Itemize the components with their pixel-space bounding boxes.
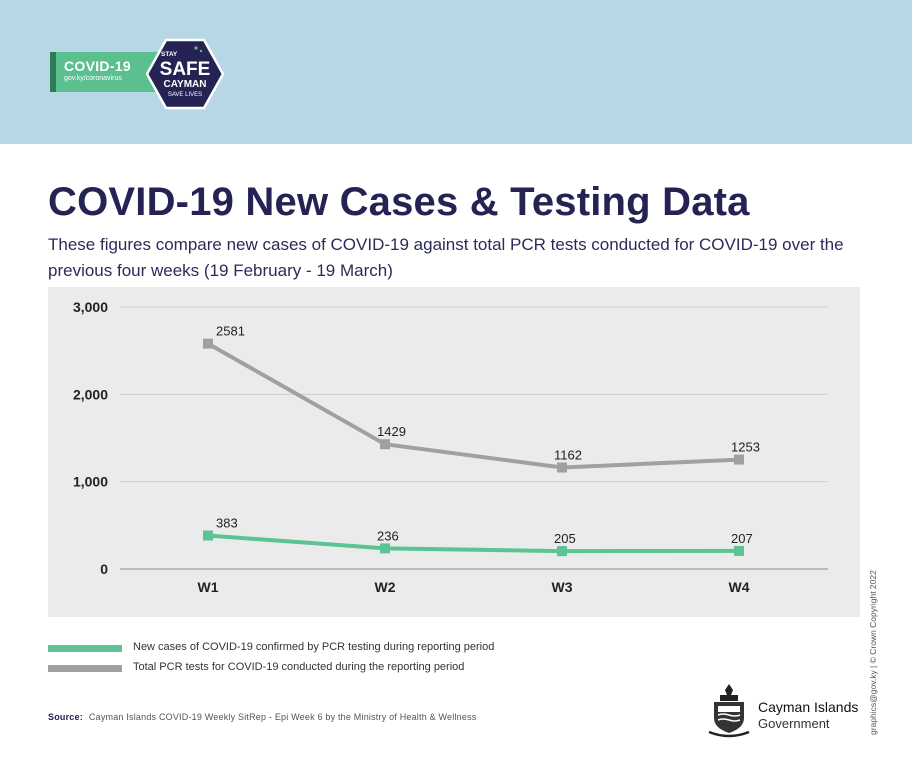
cayman-crest-icon — [708, 684, 750, 738]
source-label: Source: — [48, 712, 83, 722]
data-label-new-cases: 236 — [377, 528, 399, 543]
source-text: Cayman Islands COVID-19 Weekly SitRep - … — [88, 712, 477, 722]
badge-url: gov.ky/coronavirus — [64, 75, 122, 82]
x-tick-label: W3 — [552, 579, 573, 595]
data-point-pcr-tests — [734, 454, 744, 465]
series-line-new-cases — [207, 533, 740, 554]
data-point-pcr-tests — [380, 439, 390, 450]
data-label-new-cases: 205 — [554, 531, 576, 546]
data-point-pcr-tests — [557, 462, 567, 473]
source-note: Source: Cayman Islands COVID-19 Weekly Si… — [48, 712, 476, 722]
stay-safe-cayman-logo: STAY SAFE CAYMAN SAVE LIVES — [146, 38, 224, 110]
data-label-new-cases: 383 — [216, 516, 238, 531]
data-point-new-cases — [203, 530, 213, 541]
legend-swatch-pcr-tests — [48, 665, 122, 672]
data-label-pcr-tests: 1253 — [731, 440, 760, 455]
y-tick-label: 0 — [100, 561, 108, 577]
data-label-pcr-tests: 1162 — [554, 448, 582, 463]
page-subtitle: These figures compare new cases of COVID… — [48, 235, 844, 280]
government-sub: Government — [758, 716, 830, 731]
logo-save-lives: SAVE LIVES — [168, 92, 202, 98]
series-line-pcr-tests — [207, 341, 740, 470]
legend-label-pcr-tests: Total PCR tests for COVID-19 conducted d… — [133, 661, 465, 673]
government-name: Cayman Islands — [758, 699, 859, 715]
badge-title: COVID-19 — [64, 58, 131, 74]
logo-cayman: CAYMAN — [164, 79, 207, 90]
y-tick-label: 2,000 — [73, 386, 108, 402]
data-label-pcr-tests: 2581 — [216, 324, 245, 339]
x-tick-label: W2 — [375, 579, 396, 595]
data-point-new-cases — [557, 546, 567, 557]
logo-safe: SAFE — [160, 59, 211, 80]
copyright-credit: graphics@gov.ky | © Crown Copyright 2022 — [868, 570, 878, 735]
data-label-pcr-tests: 1429 — [377, 424, 406, 439]
page-title: COVID-19 New Cases & Testing Data — [48, 180, 750, 224]
logo-stay: STAY — [161, 51, 178, 58]
data-point-pcr-tests — [203, 338, 213, 349]
data-point-new-cases — [734, 545, 744, 556]
legend-label-new-cases: New cases of COVID-19 confirmed by PCR t… — [133, 641, 495, 653]
x-tick-label: W1 — [198, 579, 219, 595]
y-tick-label: 1,000 — [73, 474, 108, 490]
x-tick-label: W4 — [729, 579, 750, 595]
covid-badge: COVID-19 gov.ky/coronavirus — [50, 52, 158, 92]
y-tick-label: 3,000 — [73, 299, 108, 315]
data-label-new-cases: 207 — [731, 531, 753, 546]
data-point-new-cases — [380, 543, 390, 554]
legend-swatch-new-cases — [48, 645, 122, 652]
